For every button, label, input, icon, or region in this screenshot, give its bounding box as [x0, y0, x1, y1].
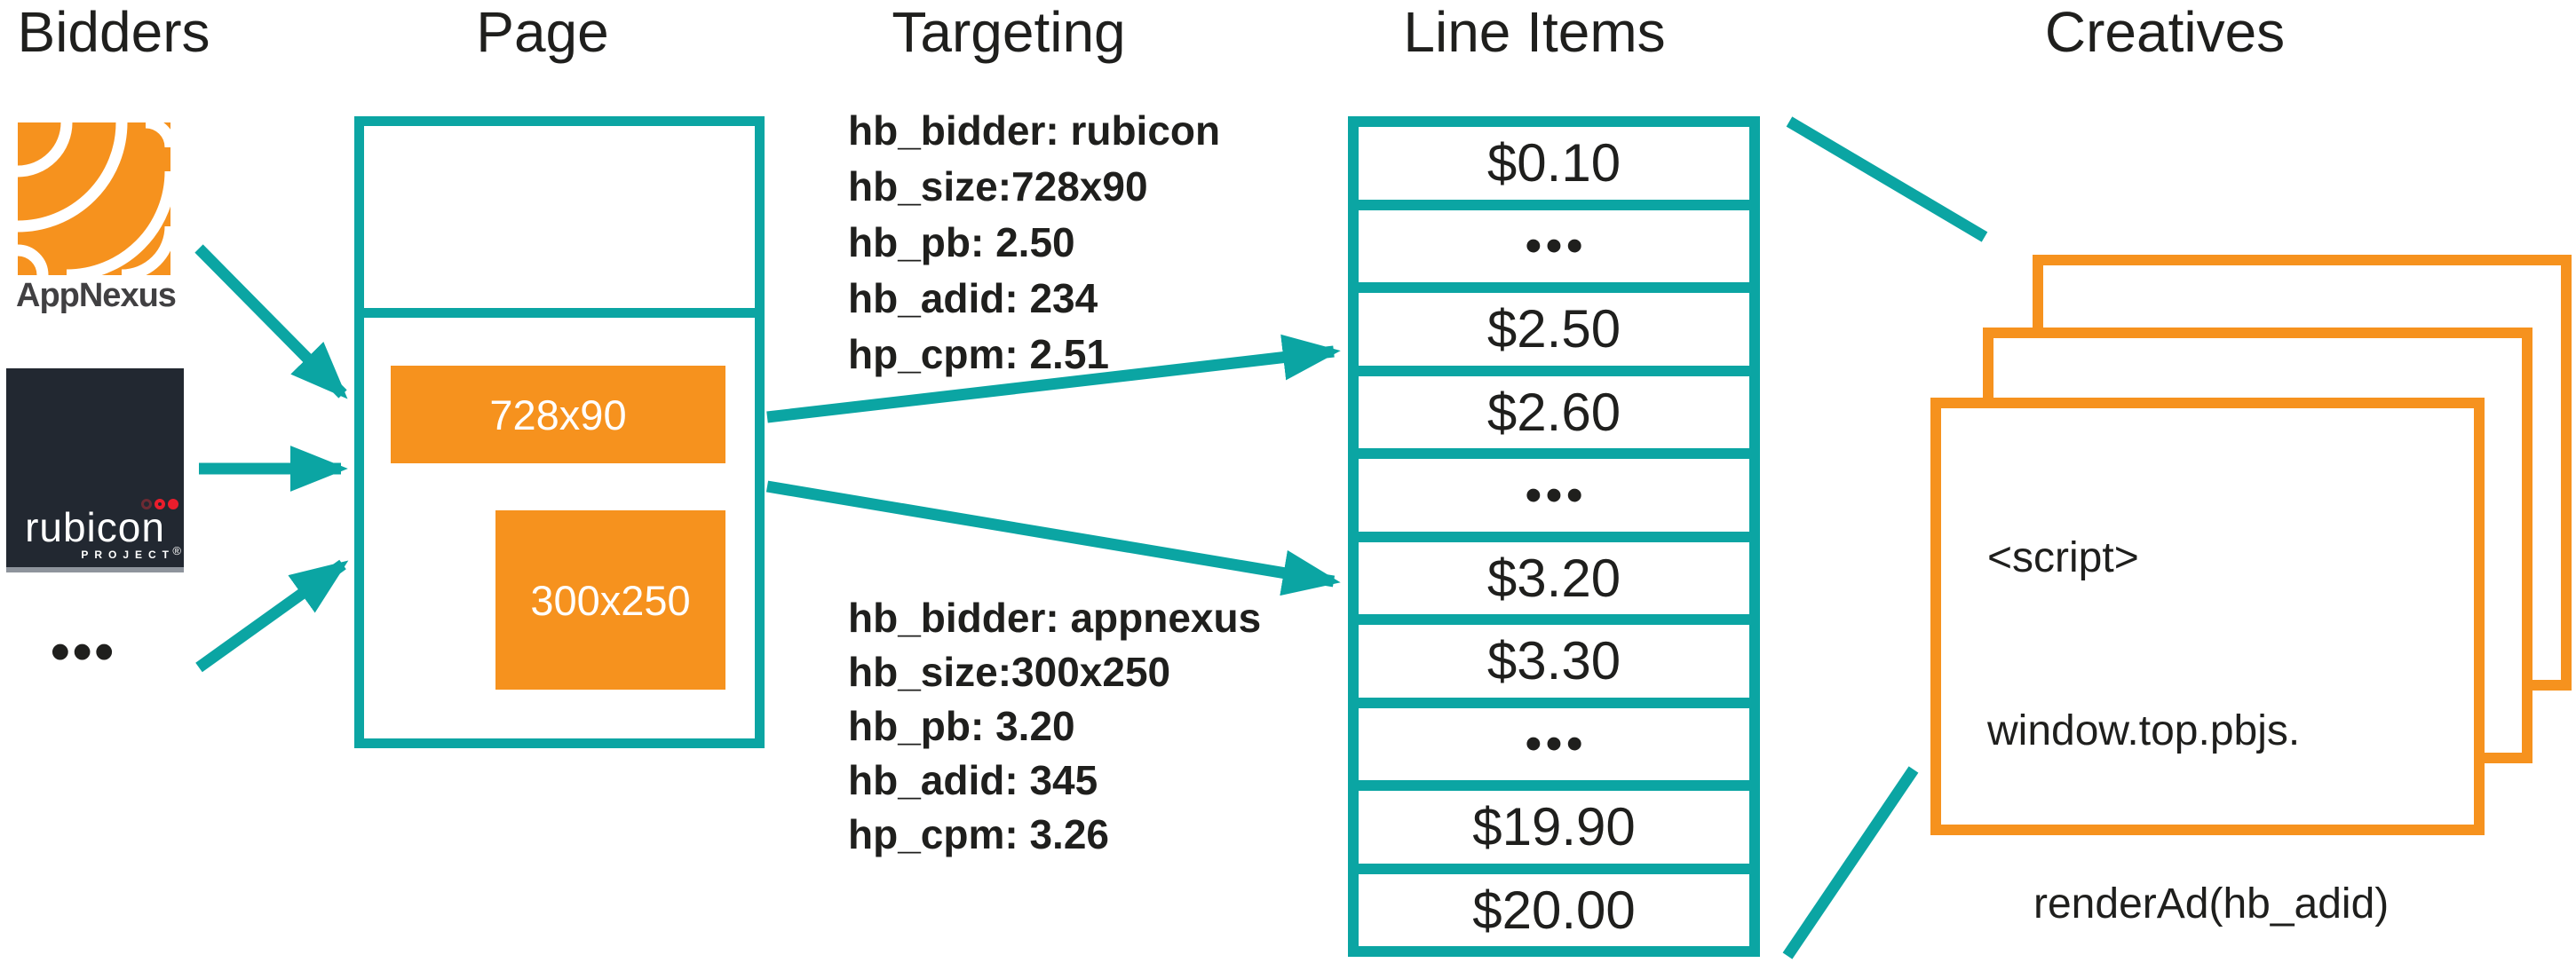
connector-line-items-to-creatives-bottom	[1782, 766, 1919, 959]
targeting-line: hb_adid: 234	[848, 275, 1098, 321]
ad-slot-728x90: 728x90	[391, 366, 725, 463]
rubicon-dots-icon	[141, 499, 178, 509]
rubicon-project-label: PROJECT	[81, 549, 175, 561]
line-item-row: $3.20	[1359, 541, 1749, 614]
targeting-line: hb_bidder: rubicon	[848, 107, 1221, 154]
line-item-row: $0.10	[1359, 127, 1749, 200]
rubicon-bottom-strip	[6, 567, 184, 572]
rubicon-dot-outline	[141, 499, 152, 509]
targeting-line: hb_size:300x250	[848, 649, 1171, 695]
arrow-page-to-line-item-320	[765, 480, 1341, 596]
code-line: window.top.pbjs.	[1987, 707, 2301, 754]
line-item-row: $3.30	[1359, 625, 1749, 698]
code-line: <script>	[1987, 534, 2139, 581]
more-bidders-ellipsis: •••	[51, 621, 117, 683]
line-item-row: $2.60	[1359, 375, 1749, 448]
column-header-creatives: Creatives	[2044, 0, 2286, 64]
line-items-table: $0.10 ••• $2.50 $2.60 ••• $3.20 $3.30 ••…	[1348, 116, 1760, 957]
targeting-line: hb_size:728x90	[848, 163, 1148, 209]
arrow-more-bidders-to-page	[195, 559, 349, 673]
rubicon-dot-ring	[155, 499, 165, 509]
line-item-row-ellipsis: •••	[1359, 459, 1749, 532]
targeting-block-appnexus: hb_bidder: appnexus hb_size:300x250 hb_p…	[848, 591, 1261, 862]
targeting-line: hb_bidder: appnexus	[848, 595, 1262, 641]
rubicon-dot-solid	[168, 499, 178, 509]
targeting-line: hb_pb: 3.20	[848, 703, 1075, 749]
appnexus-wordmark: AppNexus	[16, 277, 177, 314]
page-section-divider	[364, 308, 755, 318]
page-wireframe: 728x90 300x250	[354, 116, 765, 748]
line-item-row: $2.50	[1359, 293, 1749, 366]
column-header-line-items: Line Items	[1403, 0, 1666, 64]
targeting-line: hb_adid: 345	[848, 757, 1098, 803]
line-item-row: $19.90	[1359, 791, 1749, 864]
arrow-appnexus-to-page	[194, 244, 348, 399]
line-item-row-ellipsis: •••	[1359, 707, 1749, 780]
line-item-row-ellipsis: •••	[1359, 209, 1749, 282]
rubicon-wordmark: rubicon	[25, 504, 165, 550]
creative-script-snippet: <script> window.top.pbjs. renderAd(hb_ad…	[1987, 414, 2389, 963]
targeting-line: hp_cpm: 2.51	[848, 331, 1109, 377]
targeting-line: hb_pb: 2.50	[848, 219, 1075, 265]
column-header-targeting: Targeting	[892, 0, 1126, 64]
line-item-row: $20.00	[1359, 873, 1749, 946]
code-line: renderAd(hb_adid)	[2033, 880, 2390, 927]
column-header-page: Page	[476, 0, 609, 64]
targeting-line: hp_cpm: 3.26	[848, 811, 1109, 857]
ad-slot-300x250: 300x250	[495, 510, 725, 690]
rubicon-registered-mark: ®	[172, 544, 181, 557]
creative-card-front: <script> window.top.pbjs. renderAd(hb_ad…	[1930, 398, 2485, 927]
rubicon-logo: rubicon ® PROJECT	[6, 368, 184, 572]
connector-line-items-to-creatives-top	[1786, 116, 1988, 242]
column-header-bidders: Bidders	[17, 0, 210, 64]
appnexus-logo-icon	[18, 122, 170, 275]
targeting-block-rubicon: hb_bidder: rubicon hb_size:728x90 hb_pb:…	[848, 103, 1220, 383]
